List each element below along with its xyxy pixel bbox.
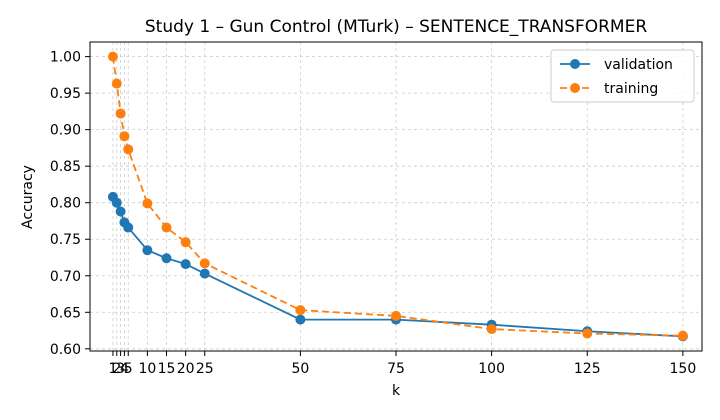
x-tick-label: 5 xyxy=(124,361,133,377)
x-tick-label: 2 xyxy=(112,361,121,377)
data-point-training xyxy=(486,324,497,335)
x-tick-label: 3 xyxy=(116,361,125,377)
data-point-training xyxy=(677,330,688,341)
y-tick-label: 0.75 xyxy=(50,232,81,248)
x-tick-label: 75 xyxy=(387,361,405,377)
data-point-training xyxy=(107,51,118,62)
data-point-validation xyxy=(142,245,153,256)
data-point-training xyxy=(115,108,126,119)
data-point-training xyxy=(123,144,134,155)
legend-label: validation xyxy=(604,57,673,73)
data-point-training xyxy=(180,237,191,248)
x-tick-label: 20 xyxy=(177,361,195,377)
x-tick-label: 4 xyxy=(120,361,129,377)
grid xyxy=(90,42,702,351)
series-training xyxy=(107,51,688,341)
legend-swatch-marker xyxy=(570,83,580,93)
y-axis-label: Accuracy xyxy=(20,165,36,229)
data-point-training xyxy=(161,222,172,233)
data-point-validation xyxy=(115,206,126,217)
data-point-training xyxy=(295,305,306,316)
y-tick-label: 0.90 xyxy=(50,123,81,139)
data-point-validation xyxy=(161,253,172,264)
data-point-training xyxy=(111,78,122,89)
legend-item-training: training xyxy=(560,81,658,97)
y-tick-label: 0.80 xyxy=(50,196,81,212)
x-tick-label: 50 xyxy=(291,361,309,377)
y-axis: 0.60 0.65 0.70 0.75 0.80 0.85 0.90 0.95 1.00 xyxy=(50,50,90,358)
x-tick-label: 1 xyxy=(108,361,117,377)
series-layer xyxy=(107,51,688,342)
legend-box xyxy=(550,49,695,103)
data-point-training xyxy=(142,198,153,209)
y-tick-label: 0.60 xyxy=(50,342,81,358)
y-tick-label: 0.65 xyxy=(50,305,81,321)
data-point-training xyxy=(199,258,210,269)
data-point-validation xyxy=(295,314,306,325)
data-point-validation xyxy=(180,259,191,270)
x-tick-label: 125 xyxy=(574,361,601,377)
data-point-training xyxy=(119,131,130,142)
x-axis-label: k xyxy=(392,383,401,399)
data-point-training xyxy=(391,310,401,321)
data-point-training xyxy=(582,328,593,339)
y-tick-label: 0.85 xyxy=(50,159,81,175)
legend-swatch-marker xyxy=(570,59,580,69)
y-tick-label: 0.95 xyxy=(50,86,81,102)
chart-title: Study 1 – Gun Control (MTurk) – SENTENCE… xyxy=(145,17,647,37)
x-tick-label: 25 xyxy=(196,361,214,377)
y-tick-label: 1.00 xyxy=(50,50,81,66)
y-tick-label: 0.70 xyxy=(50,269,81,285)
x-tick-label: 10 xyxy=(138,361,156,377)
legend-item-validation: validation xyxy=(560,57,673,73)
data-point-validation xyxy=(111,197,122,208)
x-tick-label: 100 xyxy=(478,361,505,377)
x-tick-label: 15 xyxy=(158,361,176,377)
x-tick-label: 150 xyxy=(670,361,697,377)
data-point-validation xyxy=(123,222,134,233)
legend-label: training xyxy=(604,81,658,97)
data-point-validation xyxy=(199,268,210,279)
legend: validation training xyxy=(550,49,695,103)
series-validation xyxy=(107,191,688,342)
